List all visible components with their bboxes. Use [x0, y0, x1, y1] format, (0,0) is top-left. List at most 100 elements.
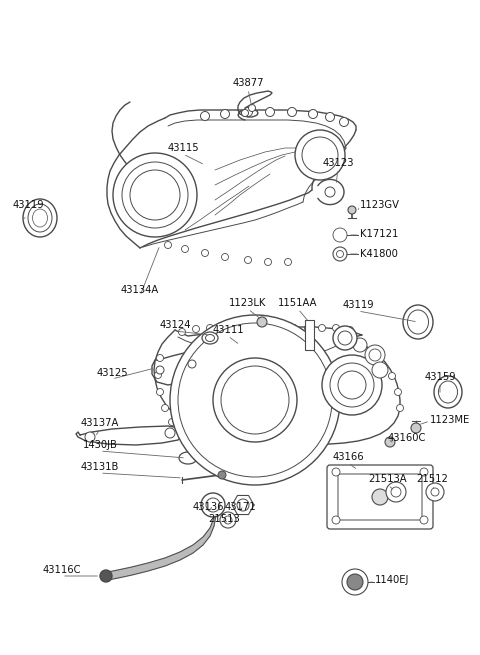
Ellipse shape	[202, 332, 218, 344]
Circle shape	[241, 109, 249, 117]
Text: 43125: 43125	[96, 368, 128, 378]
Circle shape	[386, 482, 406, 502]
Circle shape	[325, 187, 335, 197]
Circle shape	[276, 324, 284, 331]
Polygon shape	[108, 507, 216, 580]
Circle shape	[178, 323, 332, 477]
Circle shape	[206, 498, 220, 512]
Circle shape	[411, 423, 421, 433]
Circle shape	[156, 388, 164, 396]
Circle shape	[192, 326, 200, 333]
Circle shape	[385, 437, 395, 447]
Circle shape	[372, 489, 388, 505]
Circle shape	[156, 354, 164, 362]
Circle shape	[369, 349, 381, 361]
Circle shape	[156, 366, 164, 374]
Circle shape	[420, 516, 428, 524]
Circle shape	[336, 231, 344, 239]
Circle shape	[347, 326, 353, 333]
Circle shape	[309, 109, 317, 119]
Ellipse shape	[23, 199, 57, 237]
Bar	[305, 320, 314, 350]
Circle shape	[181, 246, 189, 252]
Text: K41800: K41800	[360, 249, 398, 259]
FancyBboxPatch shape	[327, 465, 433, 529]
Text: 43111: 43111	[212, 325, 244, 335]
Text: 1151AA: 1151AA	[278, 298, 318, 308]
Circle shape	[391, 487, 401, 497]
Circle shape	[348, 206, 356, 214]
Circle shape	[395, 388, 401, 396]
Circle shape	[179, 329, 185, 335]
Circle shape	[426, 483, 444, 501]
Circle shape	[342, 569, 368, 595]
Ellipse shape	[205, 335, 215, 341]
Circle shape	[396, 405, 404, 411]
Text: 43123: 43123	[322, 158, 354, 168]
Circle shape	[221, 253, 228, 261]
Circle shape	[201, 493, 225, 517]
Circle shape	[122, 162, 188, 228]
Circle shape	[249, 105, 255, 111]
Circle shape	[319, 324, 325, 331]
Circle shape	[288, 107, 297, 117]
Circle shape	[336, 250, 344, 257]
Circle shape	[235, 324, 241, 331]
Circle shape	[213, 358, 297, 442]
Text: 43877: 43877	[232, 78, 264, 88]
Ellipse shape	[434, 376, 462, 408]
Circle shape	[290, 324, 298, 331]
Text: 43115: 43115	[167, 143, 199, 153]
Circle shape	[333, 324, 339, 331]
Circle shape	[244, 257, 252, 263]
Circle shape	[264, 259, 272, 265]
Ellipse shape	[33, 209, 48, 227]
Circle shape	[325, 113, 335, 121]
Circle shape	[202, 250, 208, 257]
Circle shape	[388, 373, 396, 379]
Text: 43137A: 43137A	[81, 418, 119, 428]
Ellipse shape	[403, 305, 433, 339]
Text: 43171: 43171	[224, 502, 256, 512]
Circle shape	[265, 107, 275, 117]
Text: 43124: 43124	[159, 320, 191, 330]
Circle shape	[218, 471, 226, 479]
Circle shape	[302, 137, 338, 173]
Circle shape	[206, 324, 214, 331]
Text: 43166: 43166	[332, 452, 364, 462]
Circle shape	[347, 574, 363, 590]
Circle shape	[333, 228, 347, 242]
Circle shape	[85, 432, 95, 442]
Circle shape	[201, 111, 209, 121]
Circle shape	[330, 363, 374, 407]
Text: 21513A: 21513A	[369, 474, 408, 484]
Circle shape	[188, 360, 196, 368]
Text: 1140EJ: 1140EJ	[375, 575, 409, 585]
Circle shape	[113, 153, 197, 237]
Text: 1123GV: 1123GV	[360, 200, 400, 210]
Circle shape	[237, 499, 249, 511]
Text: 43136: 43136	[192, 502, 224, 512]
Circle shape	[332, 516, 340, 524]
Circle shape	[285, 259, 291, 265]
Circle shape	[332, 468, 340, 476]
Circle shape	[165, 242, 171, 248]
Circle shape	[420, 468, 428, 476]
Text: 43134A: 43134A	[121, 285, 159, 295]
Circle shape	[170, 315, 340, 485]
Circle shape	[168, 419, 176, 426]
Circle shape	[333, 326, 357, 350]
Circle shape	[220, 512, 236, 528]
Text: 21512: 21512	[416, 474, 448, 484]
Circle shape	[220, 324, 228, 331]
Text: 1123ME: 1123ME	[430, 415, 470, 425]
Circle shape	[221, 366, 289, 434]
Circle shape	[338, 371, 366, 399]
Circle shape	[339, 117, 348, 126]
Circle shape	[130, 170, 180, 220]
Circle shape	[372, 362, 388, 378]
Text: 1123LK: 1123LK	[229, 298, 267, 308]
Circle shape	[257, 317, 267, 327]
Circle shape	[165, 428, 175, 438]
Text: 43119: 43119	[342, 300, 374, 310]
